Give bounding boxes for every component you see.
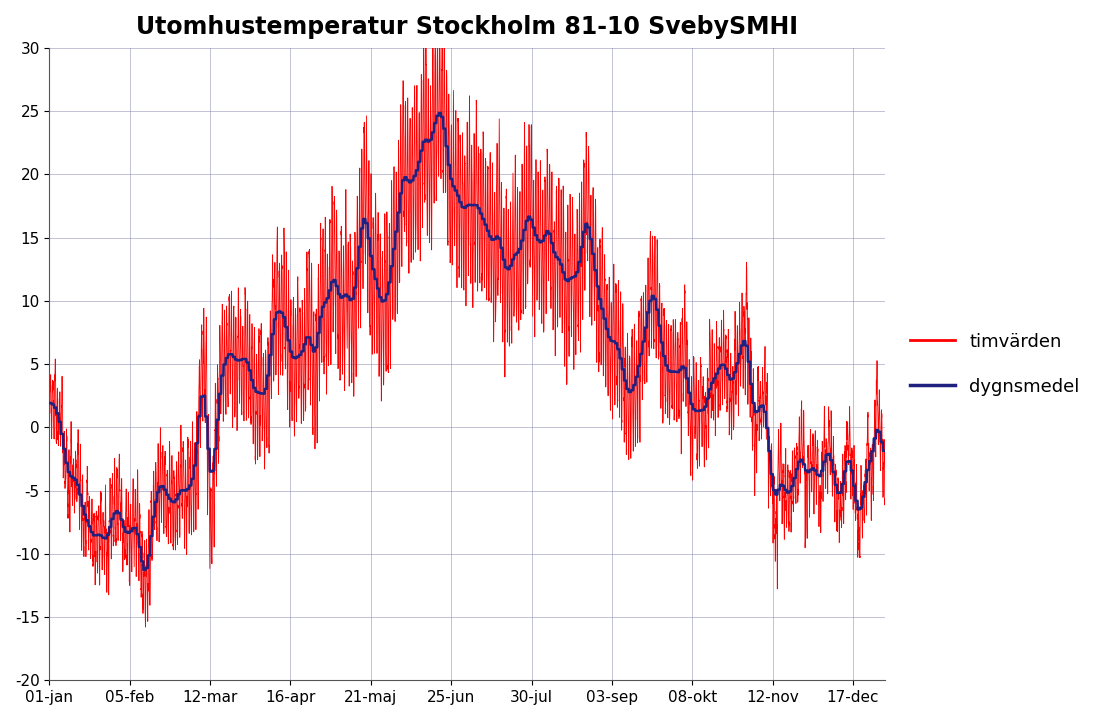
- Legend: timvärden, dygnsmedel: timvärden, dygnsmedel: [903, 325, 1087, 403]
- Title: Utomhustemperatur Stockholm 81-10 SvebySMHI: Utomhustemperatur Stockholm 81-10 SvebyS…: [137, 15, 798, 39]
